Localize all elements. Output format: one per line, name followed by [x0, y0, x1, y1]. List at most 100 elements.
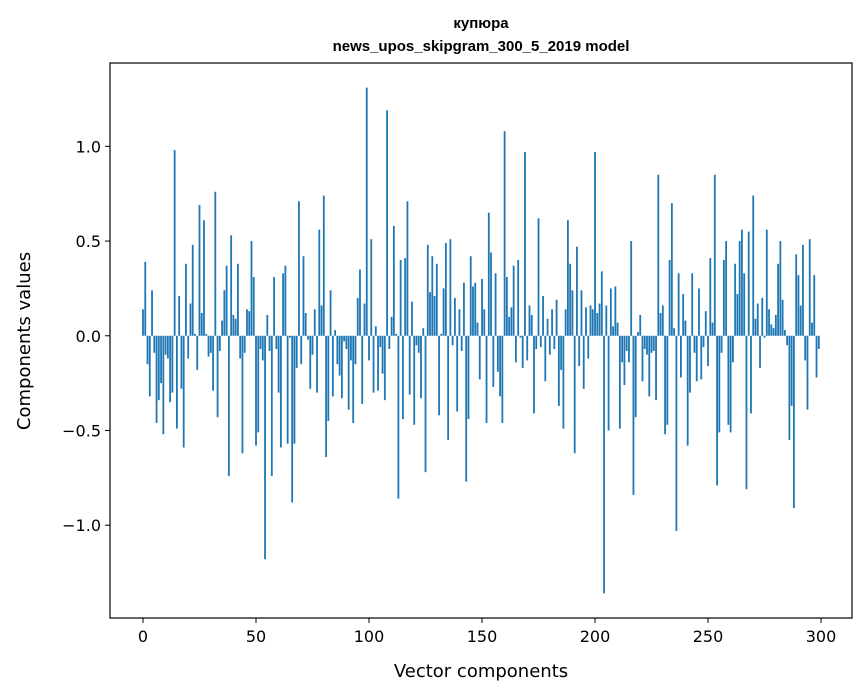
bar-64 — [286, 335, 289, 444]
bar-107 — [383, 335, 386, 401]
bar-254 — [716, 335, 718, 486]
bar-222 — [643, 335, 646, 350]
bar-19 — [185, 263, 187, 336]
bar-6 — [155, 335, 158, 423]
bar-8 — [160, 335, 162, 384]
bar-241 — [686, 335, 689, 446]
bar-244 — [693, 335, 696, 353]
bar-97 — [361, 335, 364, 404]
bar-111 — [392, 225, 395, 336]
bar-194 — [580, 290, 583, 336]
bar-151 — [483, 309, 486, 336]
bar-47 — [248, 311, 251, 336]
bar-198 — [589, 305, 592, 336]
bar-163 — [510, 307, 513, 336]
bar-43 — [239, 335, 242, 359]
bar-13 — [171, 335, 174, 393]
bar-172 — [530, 314, 533, 336]
bar-208 — [612, 326, 615, 336]
bar-278 — [770, 324, 773, 336]
bar-79 — [320, 305, 323, 336]
bar-57 — [270, 335, 273, 476]
bar-295 — [808, 239, 811, 336]
bar-221 — [641, 335, 644, 382]
bar-192 — [576, 246, 578, 336]
bar-281 — [777, 263, 779, 336]
bar-161 — [505, 277, 508, 336]
bar-277 — [768, 309, 770, 336]
bar-124 — [422, 328, 425, 336]
bar-109 — [388, 335, 391, 350]
bar-233 — [668, 259, 671, 336]
bar-182 — [553, 335, 556, 350]
bar-87 — [338, 335, 341, 376]
bar-36 — [223, 290, 226, 336]
bar-200 — [594, 152, 596, 336]
bar-205 — [605, 305, 608, 336]
bar-41 — [234, 318, 237, 336]
y-tick-label: 1.0 — [76, 137, 101, 156]
bar-46 — [246, 309, 248, 336]
bar-177 — [542, 295, 544, 336]
chart-subtitle: news_upos_skipgram_300_5_2019 model — [333, 38, 630, 55]
bar-58 — [273, 277, 275, 336]
y-axis-label: Components values — [14, 252, 35, 430]
bar-112 — [395, 333, 398, 336]
bar-296 — [811, 322, 813, 336]
bar-119 — [411, 301, 413, 336]
bar-283 — [781, 299, 784, 336]
bar-267 — [745, 335, 748, 490]
bar-122 — [417, 335, 420, 353]
bar-35 — [221, 320, 224, 336]
bar-52 — [259, 335, 262, 350]
bar-287 — [790, 335, 793, 406]
bar-114 — [399, 259, 402, 336]
bar-31 — [212, 335, 214, 391]
bar-50 — [255, 335, 257, 446]
bar-237 — [677, 273, 680, 336]
x-tick-label: 300 — [806, 627, 837, 646]
bar-218 — [634, 335, 637, 418]
bar-203 — [600, 271, 603, 336]
bar-75 — [311, 335, 314, 355]
bar-76 — [313, 309, 316, 336]
bar-103 — [374, 326, 377, 336]
x-axis-label: Vector components — [394, 661, 568, 682]
bar-127 — [429, 292, 431, 336]
bar-38 — [227, 335, 230, 476]
bar-212 — [621, 335, 624, 363]
bar-66 — [291, 335, 294, 503]
bar-145 — [469, 256, 472, 336]
bar-0 — [142, 309, 144, 336]
bar-176 — [539, 335, 542, 348]
bar-11 — [166, 335, 169, 359]
bar-251 — [709, 258, 712, 336]
bar-252 — [711, 322, 714, 336]
bar-220 — [639, 314, 642, 336]
bar-32 — [214, 191, 217, 336]
bar-245 — [695, 335, 698, 382]
bar-275 — [763, 335, 766, 338]
bar-62 — [282, 273, 285, 336]
bar-175 — [537, 218, 540, 336]
bar-2 — [146, 335, 149, 365]
bar-143 — [465, 335, 468, 482]
x-axis: 0 50 100 150 200 250 300 — [138, 618, 836, 646]
bar-96 — [359, 269, 361, 336]
bar-129 — [433, 295, 436, 336]
bar-213 — [623, 335, 626, 386]
bar-263 — [736, 294, 739, 336]
bar-10 — [164, 335, 167, 355]
bar-12 — [169, 335, 172, 403]
bar-173 — [533, 335, 535, 414]
bar-240 — [684, 320, 687, 336]
bar-246 — [698, 288, 700, 336]
bar-193 — [578, 335, 581, 367]
bar-99 — [365, 87, 368, 336]
bar-181 — [551, 309, 553, 336]
bar-28 — [205, 333, 208, 336]
bar-73 — [307, 335, 309, 340]
bar-236 — [675, 335, 678, 531]
bar-14 — [173, 150, 176, 336]
